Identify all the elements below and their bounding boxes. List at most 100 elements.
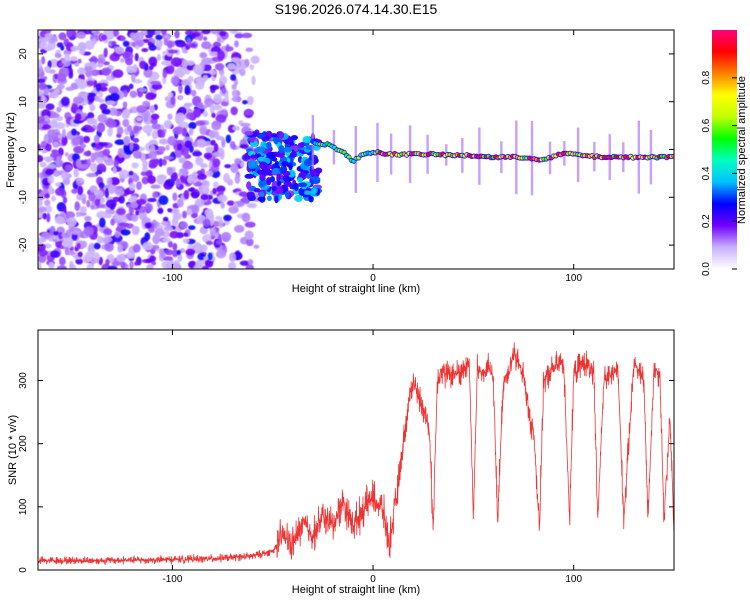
spectrogram-cell bbox=[105, 259, 110, 266]
spectrogram-cell bbox=[145, 222, 152, 229]
y-tick-label: -10 bbox=[18, 190, 29, 205]
spectrogram-cell bbox=[213, 93, 222, 104]
spectrogram-cell bbox=[138, 87, 148, 93]
spectrogram-cell bbox=[87, 112, 95, 120]
spectrogram-cell bbox=[239, 260, 250, 266]
spectrogram-cell bbox=[169, 230, 179, 239]
spectrogram-cell bbox=[141, 111, 151, 118]
spectrogram-cell bbox=[122, 118, 130, 128]
spectrogram-cell bbox=[187, 75, 194, 83]
spectrogram-cell bbox=[234, 174, 241, 184]
spectrogram-cell bbox=[208, 130, 215, 139]
spectrogram-cell bbox=[80, 127, 88, 132]
spectrogram-cell bbox=[97, 113, 108, 123]
snr-x-label: Height of straight line (km) bbox=[292, 584, 420, 596]
snr-x-axis: -100 0 100 bbox=[162, 330, 582, 585]
spectrogram-cell bbox=[74, 78, 85, 83]
spectrogram-cell bbox=[259, 191, 265, 198]
spectrogram-cell bbox=[346, 155, 351, 159]
spectrogram-cell bbox=[219, 81, 224, 87]
spectrogram-cell bbox=[72, 96, 84, 104]
spectrogram-cell bbox=[201, 57, 213, 65]
spectrogram-cell bbox=[228, 206, 239, 214]
spectrogram-cell bbox=[79, 206, 87, 213]
spectrogram-cell bbox=[231, 83, 237, 91]
spectrogram-cell bbox=[73, 168, 80, 178]
spectrogram-cell bbox=[99, 217, 106, 228]
spectrogram-cell bbox=[228, 261, 237, 269]
spectrogram-cell bbox=[87, 93, 95, 103]
spectrogram-cell bbox=[202, 234, 213, 243]
spectrogram-cell bbox=[112, 69, 124, 78]
spectrogram-cell bbox=[203, 152, 213, 160]
spectrogram-cell bbox=[120, 58, 125, 63]
spectrogram-cell bbox=[151, 245, 160, 250]
spectrogram-cell bbox=[94, 198, 100, 207]
snr-frame bbox=[37, 329, 675, 571]
spectrogram-cell bbox=[170, 75, 179, 86]
spectrogram-cell bbox=[209, 104, 215, 114]
spectrogram-cell bbox=[193, 241, 202, 252]
spectrogram-cell bbox=[83, 226, 95, 237]
spectrogram-cell bbox=[65, 86, 75, 91]
spectrogram-cell bbox=[193, 181, 203, 187]
spectrogram-y-axis: -20 -10 0 10 20 bbox=[18, 48, 674, 252]
spectrogram-cell bbox=[239, 68, 246, 77]
spectrogram-cell bbox=[240, 122, 251, 128]
spectrogram-cell bbox=[112, 166, 117, 174]
spectrogram-cell bbox=[74, 62, 80, 67]
spectrogram-cell bbox=[250, 55, 260, 64]
spectrogram-cell bbox=[135, 209, 140, 216]
spectrogram-cell bbox=[162, 70, 168, 79]
spectrogram-cell bbox=[148, 65, 154, 71]
spectrogram-cell bbox=[167, 135, 176, 146]
y-tick-label: 300 bbox=[18, 372, 29, 389]
spectrogram-cell bbox=[129, 90, 138, 98]
spectrogram-cell bbox=[253, 188, 261, 193]
spectrogram-cell bbox=[257, 196, 266, 202]
spectrogram-cell bbox=[106, 119, 117, 129]
spectrogram-cell bbox=[128, 170, 134, 176]
spectrogram-cell bbox=[184, 30, 195, 36]
spectrogram-cell bbox=[142, 100, 151, 108]
spectrogram-cell bbox=[274, 161, 280, 166]
spectrogram-cell bbox=[266, 177, 272, 186]
spectrogram-cell bbox=[211, 120, 222, 131]
snr-y-axis: 0 100 200 300 bbox=[18, 372, 674, 573]
spectrogram-cell bbox=[90, 69, 100, 77]
spectrogram-cell bbox=[184, 102, 193, 107]
spectrogram-cell bbox=[195, 156, 204, 166]
spectrogram-cells bbox=[38, 30, 674, 269]
spectrogram-cell bbox=[287, 169, 296, 178]
spectrogram-cell bbox=[98, 142, 109, 147]
spectrogram-cell bbox=[239, 144, 249, 149]
spectrogram-cell bbox=[162, 216, 169, 223]
spectrogram-cell bbox=[216, 37, 221, 43]
spectrogram-cell bbox=[148, 150, 157, 160]
spectrogram-cell bbox=[229, 140, 236, 150]
spectrogram-cell bbox=[84, 66, 93, 72]
colorbar-tick-label: 0.4 bbox=[701, 166, 712, 180]
spectrogram-cell bbox=[253, 244, 260, 249]
snr-background bbox=[38, 330, 674, 570]
spectrogram-cell bbox=[101, 67, 112, 76]
spectrogram-cell bbox=[44, 199, 51, 207]
spectrogram-cell bbox=[148, 163, 157, 169]
spectrogram-cell bbox=[176, 198, 184, 208]
spectrogram-cell bbox=[186, 112, 195, 120]
x-tick-label: -100 bbox=[162, 273, 182, 284]
spectrogram-cell bbox=[160, 251, 166, 259]
spectrogram-cell bbox=[164, 178, 175, 187]
spectrogram-cell bbox=[246, 238, 254, 247]
spectrogram-cell bbox=[127, 125, 133, 132]
spectrogram-cell bbox=[64, 53, 71, 63]
spectrogram-cell bbox=[219, 68, 225, 77]
spectrogram-cell bbox=[246, 191, 255, 199]
spectrogram-cell bbox=[261, 167, 271, 176]
spectrogram-cell bbox=[107, 265, 118, 269]
spectrogram-cell bbox=[192, 64, 204, 74]
spectrogram-cell bbox=[151, 130, 159, 140]
colorbar-ticks: 0.0 0.2 0.4 0.6 0.8 bbox=[701, 70, 737, 276]
spectrogram-cell bbox=[219, 31, 227, 37]
